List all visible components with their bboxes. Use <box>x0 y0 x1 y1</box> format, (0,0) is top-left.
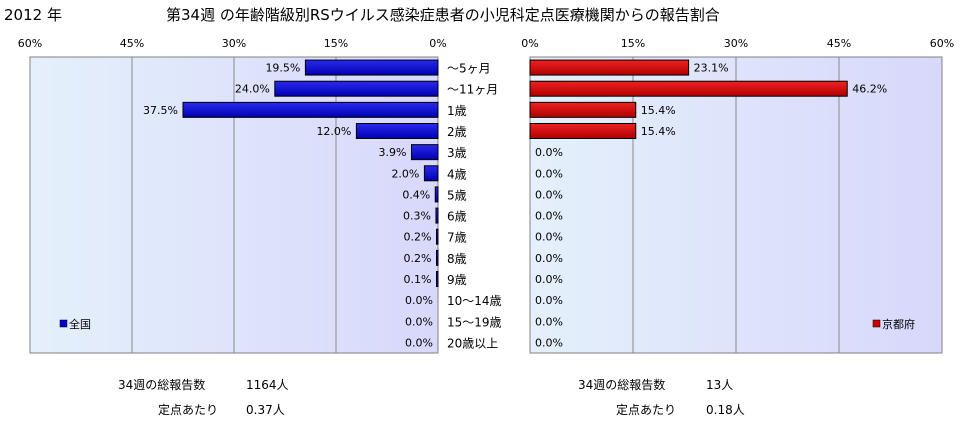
kyoto-data-label: 0.0% <box>535 315 563 328</box>
kyoto-tick-label: 30% <box>724 37 748 50</box>
category-label: 6歳 <box>447 210 467 224</box>
national-total-label: 34週の総報告数 <box>118 377 205 392</box>
national-bar <box>304 59 439 76</box>
kyoto-legend-label: 京都府 <box>882 317 915 331</box>
national-bar <box>434 186 439 203</box>
national-data-label: 2.0% <box>391 167 419 180</box>
kyoto-data-label: 0.0% <box>535 336 563 349</box>
national-total-value: 1164人 <box>246 378 289 392</box>
kyoto-data-label: 0.0% <box>535 273 563 286</box>
category-label: 7歳 <box>447 231 467 245</box>
national-bar <box>436 271 439 287</box>
national-bar <box>436 249 439 266</box>
kyoto-data-label: 15.4% <box>641 125 676 138</box>
national-legend-label: 全国 <box>69 317 91 331</box>
kyoto-bar <box>529 80 848 97</box>
kyoto-total-value: 13人 <box>706 378 733 392</box>
chart-title: 第34週 の年齢階級別RSウイルス感染症患者の小児科定点医療機関からの報告割合 <box>166 6 720 24</box>
national-bars <box>182 59 439 287</box>
kyoto-data-label: 15.4% <box>641 104 676 117</box>
category-label: 20歳以上 <box>447 336 498 350</box>
national-bar <box>355 123 439 139</box>
category-label: 9歳 <box>447 273 467 287</box>
kyoto-tick-label: 15% <box>621 37 645 50</box>
national-summary: 34週の総報告数 1164人 定点あたり 0.37人 <box>118 377 289 417</box>
national-tick-label: 0% <box>429 37 446 50</box>
kyoto-data-label: 0.0% <box>535 252 563 265</box>
national-bar <box>182 101 439 118</box>
kyoto-tick-labels: 0% 15% 30% 45% 60% <box>521 37 954 50</box>
kyoto-data-label: 0.0% <box>535 231 563 244</box>
kyoto-data-label: 23.1% <box>694 62 729 75</box>
national-tick-label: 15% <box>324 37 348 50</box>
national-data-label: 0.0% <box>405 294 433 307</box>
kyoto-tick-label: 45% <box>827 37 851 50</box>
category-label: 10～14歳 <box>447 294 502 308</box>
national-tick-label: 45% <box>120 37 144 50</box>
kyoto-data-label: 0.0% <box>535 294 563 307</box>
category-label: 5歳 <box>447 188 467 202</box>
category-label: 15～19歳 <box>447 315 502 329</box>
national-bar <box>423 165 439 182</box>
kyoto-data-labels: 23.1% 46.2% 15.4% 15.4% 0.0% 0.0% 0.0% 0.0% 0.0%… <box>535 62 887 350</box>
national-data-label: 12.0% <box>316 125 351 138</box>
category-label: 4歳 <box>447 167 467 181</box>
national-data-label: 0.3% <box>403 210 431 223</box>
national-bar <box>410 144 439 161</box>
national-per-value: 0.37人 <box>246 403 285 417</box>
kyoto-bar <box>529 59 690 76</box>
national-data-labels: 19.5% 24.0% 37.5% 12.0% 3.9% 2.0% 0.4% 0.3% 0.2%… <box>143 62 433 350</box>
national-data-label: 0.2% <box>404 231 432 244</box>
national-data-label: 24.0% <box>235 83 270 96</box>
national-bar <box>435 207 439 224</box>
category-label: 8歳 <box>447 252 467 266</box>
national-data-label: 0.2% <box>404 252 432 265</box>
kyoto-data-label: 0.0% <box>535 188 563 201</box>
category-label: 3歳 <box>447 146 467 160</box>
national-data-label: 0.1% <box>404 273 432 286</box>
category-labels: ～5ヶ月 ～11ヶ月 1歳 2歳 3歳 4歳 5歳 6歳 7歳 8歳 9歳 10～14歳 15～19歳 2… <box>447 62 502 351</box>
kyoto-legend-swatch <box>872 319 881 328</box>
national-data-label: 0.0% <box>405 336 433 349</box>
kyoto-data-label: 46.2% <box>852 83 887 96</box>
kyoto-tick-label: 0% <box>521 37 538 50</box>
year-label: 2012 年 <box>4 6 62 24</box>
national-data-label: 37.5% <box>143 104 178 117</box>
national-data-label: 3.9% <box>379 146 407 159</box>
category-label: ～11ヶ月 <box>447 83 498 97</box>
kyoto-chart: 0% 15% 30% 45% 60% 23.1% 46.2% 15.4% 15.4% 0.0% 0… <box>521 37 954 354</box>
national-chart: 60% 45% 30% 15% 0% 19.5% 24.0% 37.5% 12.0% 3.9% 2… <box>18 37 502 354</box>
kyoto-tick-label: 60% <box>930 37 954 50</box>
national-tick-label: 30% <box>222 37 246 50</box>
national-data-label: 0.4% <box>402 188 430 201</box>
national-tick-labels: 60% 45% 30% 15% 0% <box>18 37 447 50</box>
national-per-label: 定点あたり <box>158 402 218 417</box>
category-label: ～5ヶ月 <box>447 62 491 76</box>
category-label: 2歳 <box>447 125 467 139</box>
national-legend-swatch <box>59 319 68 328</box>
national-tick-label: 60% <box>18 37 42 50</box>
kyoto-data-label: 0.0% <box>535 210 563 223</box>
kyoto-bars <box>529 59 848 139</box>
national-data-label: 19.5% <box>265 62 300 75</box>
kyoto-per-value: 0.18人 <box>706 403 745 417</box>
kyoto-bar <box>529 123 637 139</box>
kyoto-total-label: 34週の総報告数 <box>578 377 665 392</box>
national-bar <box>436 228 439 245</box>
kyoto-data-label: 0.0% <box>535 167 563 180</box>
kyoto-data-label: 0.0% <box>535 146 563 159</box>
category-label: 1歳 <box>447 104 467 118</box>
kyoto-summary: 34週の総報告数 13人 定点あたり 0.18人 <box>578 377 745 417</box>
national-data-label: 0.0% <box>405 315 433 328</box>
kyoto-bar <box>529 101 637 118</box>
national-bar <box>274 80 439 97</box>
kyoto-per-label: 定点あたり <box>616 402 676 417</box>
